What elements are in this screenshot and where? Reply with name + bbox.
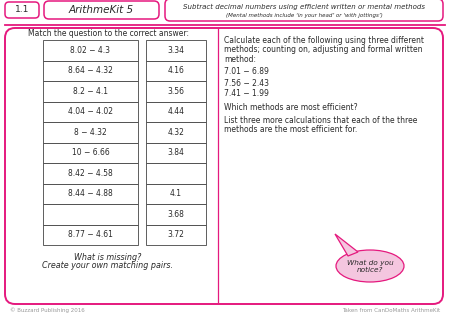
Bar xyxy=(43,163,138,183)
Bar xyxy=(43,101,138,122)
FancyBboxPatch shape xyxy=(5,2,39,18)
Text: methods are the most efficient for.: methods are the most efficient for. xyxy=(224,126,357,135)
Text: 8.77 − 4.61: 8.77 − 4.61 xyxy=(68,230,113,239)
Text: 3.56: 3.56 xyxy=(167,87,184,96)
Bar xyxy=(43,183,138,204)
Bar xyxy=(43,81,138,101)
Bar xyxy=(146,81,206,101)
Text: 3.68: 3.68 xyxy=(167,210,184,219)
Text: What is missing?: What is missing? xyxy=(74,252,142,261)
Text: 4.04 − 4.02: 4.04 − 4.02 xyxy=(68,107,113,116)
Text: 1.1: 1.1 xyxy=(15,5,29,15)
Text: 8.2 − 4.1: 8.2 − 4.1 xyxy=(73,87,108,96)
Text: What do you
notice?: What do you notice? xyxy=(346,259,393,273)
Text: 8 − 4.32: 8 − 4.32 xyxy=(74,128,107,137)
Bar xyxy=(43,204,138,225)
Bar xyxy=(146,101,206,122)
Text: Create your own matching pairs.: Create your own matching pairs. xyxy=(42,260,174,269)
Text: 7.01 − 6.89: 7.01 − 6.89 xyxy=(224,67,269,77)
Text: 4.32: 4.32 xyxy=(167,128,184,137)
Text: Which methods are most efficient?: Which methods are most efficient? xyxy=(224,103,358,113)
Bar xyxy=(43,122,138,142)
Bar xyxy=(146,204,206,225)
Text: ArithmeKit 5: ArithmeKit 5 xyxy=(69,5,134,15)
Text: 8.02 − 4.3: 8.02 − 4.3 xyxy=(71,46,111,55)
Bar xyxy=(146,142,206,163)
Bar xyxy=(43,60,138,81)
Text: methods; counting on, adjusting and formal written: methods; counting on, adjusting and form… xyxy=(224,45,423,54)
Bar xyxy=(43,40,138,60)
Text: List three more calculations that each of the three: List three more calculations that each o… xyxy=(224,116,418,125)
Text: 3.72: 3.72 xyxy=(167,230,184,239)
Text: Taken from CanDoMaths ArithmeKit: Taken from CanDoMaths ArithmeKit xyxy=(342,308,440,313)
Bar xyxy=(146,122,206,142)
Text: 10 − 6.66: 10 − 6.66 xyxy=(72,148,109,157)
Text: 3.34: 3.34 xyxy=(167,46,184,55)
Bar xyxy=(43,142,138,163)
Text: 4.44: 4.44 xyxy=(167,107,184,116)
FancyBboxPatch shape xyxy=(44,1,159,19)
Text: Calculate each of the following using three different: Calculate each of the following using th… xyxy=(224,36,424,45)
Text: 3.84: 3.84 xyxy=(167,148,184,157)
Bar xyxy=(146,40,206,60)
Bar xyxy=(146,183,206,204)
Text: Match the question to the correct answer:: Match the question to the correct answer… xyxy=(27,30,189,38)
Text: 8.44 − 4.88: 8.44 − 4.88 xyxy=(68,189,113,198)
Text: 7.41 − 1.99: 7.41 − 1.99 xyxy=(224,89,269,99)
Text: 4.16: 4.16 xyxy=(167,66,184,75)
Text: Subtract decimal numbers using efficient written or mental methods: Subtract decimal numbers using efficient… xyxy=(183,4,425,10)
Bar xyxy=(43,225,138,245)
FancyBboxPatch shape xyxy=(165,0,443,21)
Ellipse shape xyxy=(336,250,404,282)
Polygon shape xyxy=(335,234,358,256)
Text: 4.1: 4.1 xyxy=(170,189,182,198)
Bar xyxy=(146,225,206,245)
Text: (Mental methods include ‘in your head’ or ‘with jottings’): (Mental methods include ‘in your head’ o… xyxy=(225,12,382,17)
Bar xyxy=(146,163,206,183)
FancyBboxPatch shape xyxy=(5,28,443,304)
Text: 8.42 − 4.58: 8.42 − 4.58 xyxy=(68,169,113,178)
Text: method:: method: xyxy=(224,55,256,64)
Text: 8.64 − 4.32: 8.64 − 4.32 xyxy=(68,66,113,75)
Bar xyxy=(146,60,206,81)
Text: © Buzzard Publishing 2016: © Buzzard Publishing 2016 xyxy=(10,307,85,313)
Text: 7.56 − 2.43: 7.56 − 2.43 xyxy=(224,79,269,87)
